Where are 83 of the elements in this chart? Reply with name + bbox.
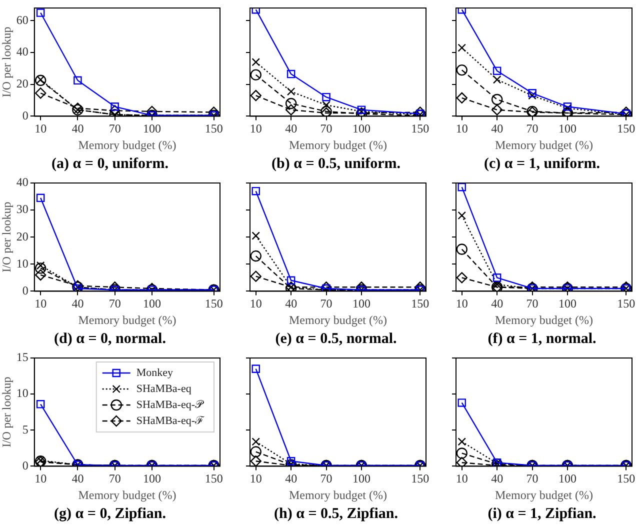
x-tick-label: 100	[352, 296, 370, 311]
x-tick-label: 150	[204, 472, 223, 486]
x-tick-label: 10	[250, 472, 262, 486]
text: (c) α = 1, uniform.	[484, 156, 600, 172]
x-axis-title: Memory budget (%)	[495, 138, 593, 152]
x-axis-title: Memory budget (%)	[289, 312, 387, 327]
x-tick-label: 70	[320, 122, 332, 136]
y-tick-label: 15	[16, 350, 28, 364]
x-tick-label: 10	[250, 122, 262, 136]
x-tick-label: 150	[204, 296, 223, 311]
x-tick-label: 40	[491, 296, 504, 311]
x-tick-label: 100	[352, 472, 370, 486]
x-tick-label: 150	[411, 472, 430, 486]
y-tick-label: 20	[16, 229, 28, 244]
legend-label: SHaMBa-eq-𝒫	[136, 398, 205, 411]
x-tick-label: 70	[108, 296, 121, 311]
x-tick-label: 70	[108, 122, 121, 136]
x-tick-label: 100	[142, 296, 161, 311]
text: (b) α = 0.5, uniform.	[271, 156, 401, 172]
y-tick-label: 40	[16, 44, 28, 59]
x-tick-label: 100	[142, 472, 161, 486]
x-tick-label: 70	[108, 472, 121, 486]
x-tick-label: 70	[320, 296, 332, 311]
x-axis-title: Memory budget (%)	[289, 138, 387, 152]
x-tick-label: 40	[285, 296, 298, 311]
x-tick-label: 70	[526, 296, 538, 311]
x-tick-label: 40	[72, 122, 84, 136]
x-tick-label: 70	[526, 122, 538, 136]
x-tick-label: 40	[72, 296, 84, 311]
x-tick-label: 10	[34, 296, 47, 311]
x-tick-label: 40	[285, 472, 298, 486]
x-axis-title: Memory budget (%)	[495, 488, 593, 502]
x-axis-title: Memory budget (%)	[78, 488, 176, 502]
text: (d) α = 0, normal.	[54, 330, 166, 347]
x-tick-label: 40	[285, 122, 298, 136]
text: (e) α = 0.5, normal.	[275, 330, 397, 347]
x-axis-title: Memory budget (%)	[78, 312, 176, 327]
text: (g) α = 0, Zipfian.	[54, 506, 166, 522]
x-tick-label: 10	[456, 472, 468, 486]
y-tick-label: 20	[16, 76, 28, 91]
x-axis-title: Memory budget (%)	[289, 488, 387, 502]
y-tick-label: 0	[22, 283, 28, 298]
x-tick-label: 150	[617, 472, 636, 486]
text: (i) α = 1, Zipfian.	[488, 506, 597, 522]
legend-label: Monkey	[136, 366, 174, 379]
x-tick-label: 150	[617, 296, 636, 311]
x-tick-label: 100	[558, 472, 576, 486]
x-tick-label: 150	[411, 296, 430, 311]
x-tick-label: 70	[320, 472, 332, 486]
x-tick-label: 40	[72, 472, 84, 486]
legend-label: SHaMBa-eq	[136, 382, 192, 395]
x-tick-label: 40	[491, 122, 504, 136]
y-tick-label: 0	[22, 108, 28, 122]
x-tick-label: 10	[456, 296, 468, 311]
legend-label: SHaMBa-eq-ℱ	[136, 414, 205, 427]
y-tick-label: 10	[16, 386, 28, 400]
y-tick-label: 60	[16, 12, 28, 27]
x-tick-label: 40	[491, 472, 504, 486]
x-tick-label: 100	[558, 122, 576, 136]
y-tick-label: 10	[16, 256, 28, 270]
x-axis-title: Memory budget (%)	[78, 138, 176, 152]
x-tick-label: 150	[617, 122, 636, 136]
y-axis-title: I/O per lookup	[0, 26, 14, 98]
x-tick-label: 150	[204, 122, 223, 136]
y-tick-label: 40	[16, 175, 28, 190]
y-tick-label: 5	[22, 422, 28, 436]
x-tick-label: 10	[250, 296, 262, 311]
text: (f) α = 1, normal.	[488, 330, 597, 347]
text: (a) α = 0, uniform.	[52, 156, 169, 172]
x-tick-label: 70	[526, 472, 538, 486]
x-tick-label: 100	[558, 296, 576, 311]
x-tick-label: 100	[352, 122, 370, 136]
y-tick-label: 0	[22, 458, 28, 472]
y-axis-title: I/O per lookup	[0, 202, 14, 272]
x-tick-label: 10	[34, 472, 47, 486]
x-tick-label: 100	[142, 122, 161, 136]
y-tick-label: 30	[16, 202, 28, 216]
y-axis-title: I/O per lookup	[0, 376, 14, 448]
x-axis-title: Memory budget (%)	[495, 312, 593, 327]
text: (h) α = 0.5, Zipfian.	[274, 506, 398, 522]
x-tick-label: 10	[34, 122, 47, 136]
x-tick-label: 150	[411, 122, 430, 136]
x-tick-label: 10	[456, 122, 468, 136]
